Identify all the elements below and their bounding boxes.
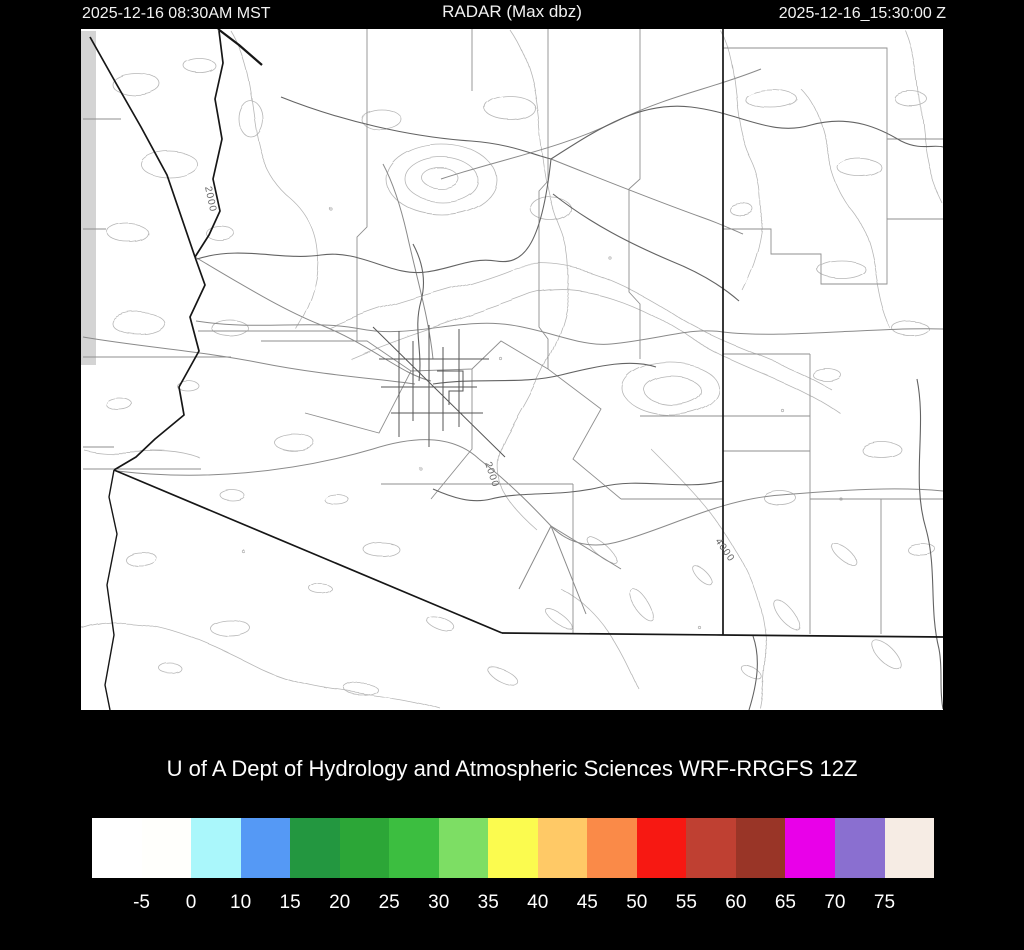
header-bar: 2025-12-16 08:30AM MST RADAR (Max dbz) 2… xyxy=(0,0,1024,29)
state-boundaries xyxy=(89,29,943,710)
contour-label-2000-north: 2000 xyxy=(202,185,218,213)
colorbar-segment xyxy=(785,818,835,878)
arizona-map: 2000 2000 4000 xyxy=(81,29,943,710)
colorbar-segments xyxy=(92,818,935,878)
colorbar-segment xyxy=(587,818,637,878)
local-timestamp: 2025-12-16 08:30AM MST xyxy=(82,5,271,22)
colorbar-tick-label: 0 xyxy=(185,892,197,913)
rivers xyxy=(196,96,943,710)
colorbar-tick-label: 40 xyxy=(527,892,549,913)
colorbar-segment xyxy=(191,818,241,878)
colorbar-segment xyxy=(290,818,340,878)
terrain-contours xyxy=(82,30,943,710)
colorbar-tick-label: 25 xyxy=(378,892,400,913)
colorbar-tick-label: 10 xyxy=(230,892,252,913)
colorbar-segment xyxy=(636,818,687,878)
phoenix-metro-grid xyxy=(372,325,506,458)
caption: U of A Dept of Hydrology and Atmospheric… xyxy=(166,756,858,781)
colorbar-tick-label: 75 xyxy=(873,892,896,913)
colorbar-segment xyxy=(339,818,390,878)
colorbar-tick-label: -5 xyxy=(133,892,150,913)
colorbar-tick-label: 60 xyxy=(725,892,747,913)
colorbar-segment xyxy=(240,818,291,878)
colorbar-segment xyxy=(686,818,736,878)
colorbar-tick-label: 20 xyxy=(329,892,351,913)
colorbar-tick-label: 65 xyxy=(774,892,796,913)
colorbar-segment xyxy=(537,818,588,878)
county-boundaries xyxy=(83,29,943,634)
colorbar-segment xyxy=(884,818,935,878)
utc-timestamp: 2025-12-16_15:30:00 Z xyxy=(778,5,946,22)
colorbar-segment xyxy=(834,818,885,878)
colorbar-segment xyxy=(488,818,538,878)
map-background xyxy=(81,29,943,710)
colorbar-tick-label: 35 xyxy=(477,892,499,913)
colorbar-tick-label: 15 xyxy=(279,892,301,913)
colorbar-segment xyxy=(438,818,489,878)
colorbar-tick-label: 70 xyxy=(824,892,846,913)
colorbar-ticks: -5 0 10 15 20 25 30 35 40 45 50 55 60 65 70 75 xyxy=(92,892,934,918)
colorbar-segment xyxy=(141,818,192,878)
colorbar-segment xyxy=(389,818,439,878)
colorbar-tick-label: 45 xyxy=(576,892,598,913)
roads xyxy=(82,68,943,615)
colorbar-tick-label: 50 xyxy=(626,892,648,913)
colorbar-segment xyxy=(92,818,142,878)
colorbar-tick-label: 30 xyxy=(428,892,450,913)
colorbar-segment xyxy=(735,818,786,878)
page-title: RADAR (Max dbz) xyxy=(442,2,582,21)
map-panel: 2000 2000 4000 xyxy=(81,29,943,710)
colorbar-tick-label: 55 xyxy=(675,892,697,913)
map-left-margin-band xyxy=(81,31,96,365)
